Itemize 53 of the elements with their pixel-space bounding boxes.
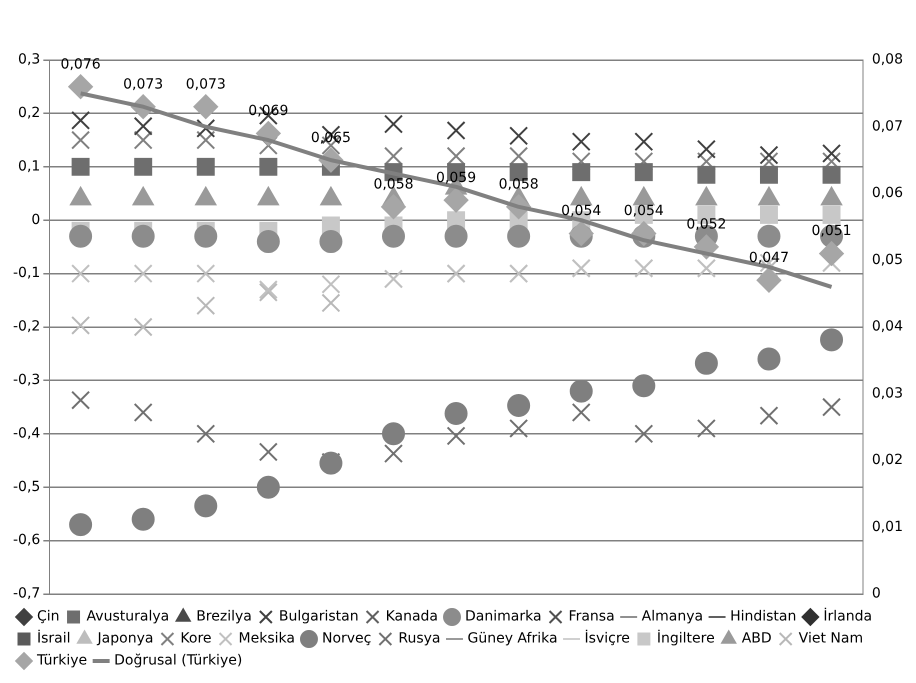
y-tick-label: 0,3 bbox=[18, 52, 40, 68]
legend-label: Meksika bbox=[238, 630, 295, 647]
data-label: 0,073 bbox=[123, 76, 164, 92]
data-label: 0,058 bbox=[498, 176, 539, 192]
legend-label: Kore bbox=[180, 630, 212, 647]
y-tick-label: -0,5 bbox=[12, 478, 40, 495]
legend-label: Viet Nam bbox=[798, 630, 864, 647]
legend-label: ABD bbox=[742, 630, 772, 647]
data-label: 0,054 bbox=[561, 203, 602, 220]
data-label: 0,076 bbox=[60, 56, 101, 72]
legend-label: Brezilya bbox=[196, 608, 252, 625]
legend-label: Doğrusal (Türkiye) bbox=[114, 652, 242, 669]
legend-label: Güney Afrika bbox=[467, 630, 558, 647]
y2-tick-label: 0,04 bbox=[872, 318, 904, 335]
y2-tick-label: 0,07 bbox=[872, 118, 903, 134]
y2-tick-label: 0,08 bbox=[872, 52, 903, 68]
y-tick-label: -0,1 bbox=[12, 265, 40, 282]
legend-label: Avusturalya bbox=[86, 608, 170, 625]
legend-label: Rusya bbox=[398, 630, 440, 647]
y2-tick-label: 0,06 bbox=[872, 185, 904, 202]
data-label: 0,047 bbox=[748, 250, 790, 266]
y-tick-label: -0,7 bbox=[12, 586, 40, 602]
legend-label: Kanada bbox=[386, 608, 438, 625]
legend-label: İrlanda bbox=[823, 608, 872, 625]
legend-label: Norveç bbox=[322, 630, 372, 647]
legend-label: Çin bbox=[37, 608, 60, 625]
y-tick-label: 0,2 bbox=[18, 105, 40, 122]
y2-tick-label: 0 bbox=[872, 586, 881, 602]
legend-label: Japonya bbox=[96, 630, 154, 647]
legend-label: Fransa bbox=[568, 608, 615, 625]
y-tick-label: 0,1 bbox=[18, 158, 40, 174]
data-label: 0,052 bbox=[686, 216, 726, 233]
y2-tick-label: 0,05 bbox=[872, 252, 903, 268]
legend-label: İsrail bbox=[37, 630, 71, 647]
legend-label: Hindistan bbox=[730, 608, 796, 625]
y-tick-label: -0,3 bbox=[12, 372, 40, 388]
legend-label: Almanya bbox=[642, 608, 704, 625]
y2-tick-label: 0,03 bbox=[872, 385, 903, 402]
legend-label: Türkiye bbox=[36, 652, 88, 669]
legend-label: İngiltere bbox=[656, 630, 715, 647]
data-label: 0,058 bbox=[373, 176, 414, 192]
y-tick-label: -0,6 bbox=[12, 532, 40, 548]
y2-tick-label: 0,02 bbox=[872, 452, 903, 468]
data-label: 0,059 bbox=[436, 170, 476, 186]
y2-tick-label: 0,01 bbox=[872, 518, 903, 535]
y-tick-label: 0 bbox=[31, 212, 40, 228]
legend-label: İsviçre bbox=[584, 630, 630, 647]
legend-label: Bulgaristan bbox=[278, 608, 359, 625]
data-label: 0,073 bbox=[186, 76, 226, 92]
y-tick-label: -0,2 bbox=[12, 318, 40, 335]
legend-label: Danimarka bbox=[465, 608, 542, 625]
y-tick-label: -0,4 bbox=[12, 425, 40, 442]
data-label: 0,054 bbox=[624, 203, 664, 220]
